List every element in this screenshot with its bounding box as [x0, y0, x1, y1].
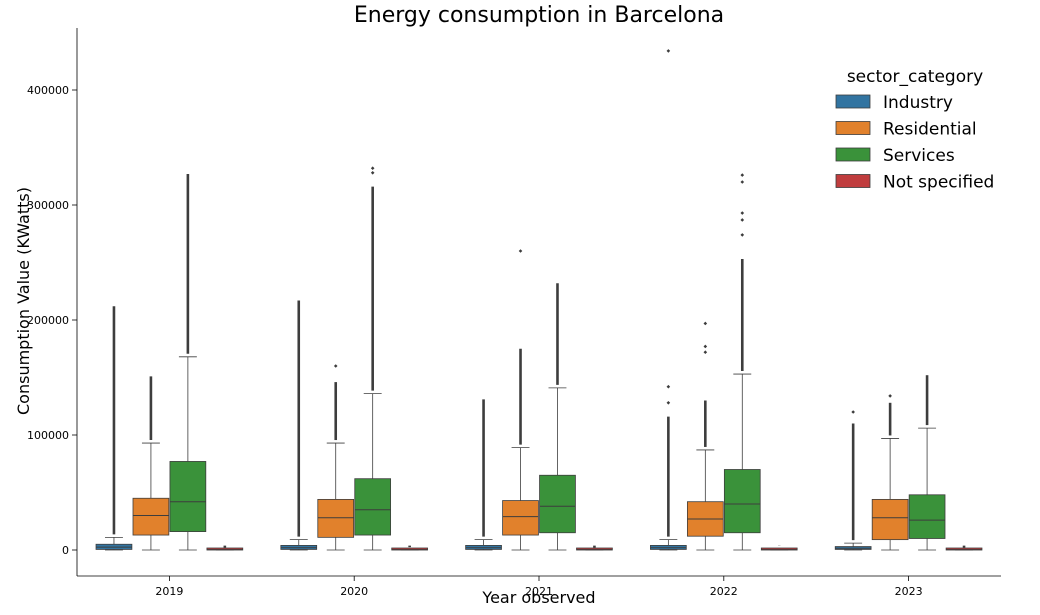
legend-items: Industry Residential Services Not specified [835, 93, 994, 193]
y-tick-label: 400000 [27, 84, 69, 97]
legend-label: Not specified [883, 173, 994, 193]
box-services-2020 [354, 166, 392, 551]
outlier-point [666, 401, 671, 405]
outlier-point [740, 173, 745, 177]
y-axis-label: Consumption Value (KWatts) [14, 187, 33, 415]
box-not-specified-2023 [945, 545, 983, 551]
legend-swatch [835, 121, 871, 135]
y-tick-label: 300000 [27, 199, 69, 212]
box-services-2022 [723, 173, 761, 551]
x-tick-label: 2023 [895, 585, 923, 598]
legend-label: Residential [883, 120, 977, 140]
outlier-point [888, 394, 892, 398]
box-industry-2023 [834, 410, 872, 551]
iqr-box [723, 469, 761, 534]
iqr-box [908, 494, 946, 539]
legend-swatch [835, 174, 871, 188]
box-residential-2021 [502, 249, 539, 551]
x-tick-label: 2020 [340, 585, 368, 598]
chart-title: Energy consumption in Barcelona [354, 3, 724, 28]
iqr-box [354, 478, 392, 536]
outlier-point [740, 211, 745, 215]
legend-label: Services [883, 146, 955, 166]
box-not-specified-2020 [391, 545, 428, 551]
outlier-point [333, 364, 338, 368]
box-residential-2022 [686, 321, 724, 551]
box-services-2019 [169, 173, 207, 551]
boxes-layer [95, 49, 983, 551]
outlier-point [703, 321, 708, 326]
legend-swatch [835, 94, 871, 109]
x-axis-label: Year observed [481, 588, 595, 607]
legend-swatch [835, 147, 871, 162]
y-tick-label: 0 [62, 544, 69, 557]
box-services-2021 [539, 283, 576, 551]
outlier-point [851, 410, 855, 414]
box-residential-2019 [132, 376, 170, 551]
box-residential-2023 [871, 394, 909, 551]
box-industry-2022 [650, 49, 687, 551]
box-not-specified-2021 [576, 545, 613, 551]
outlier-point [518, 249, 523, 253]
box-industry-2021 [465, 399, 502, 551]
box-industry-2019 [95, 306, 133, 551]
x-tick-label: 2021 [525, 585, 553, 598]
box-services-2023 [908, 375, 946, 551]
box-not-specified-2022 [760, 545, 798, 551]
x-tick-label: 2019 [155, 585, 183, 598]
y-ticks: 0 100000 200000 300000 400000 [27, 84, 77, 557]
iqr-box [317, 498, 355, 538]
outlier-point [370, 171, 375, 175]
y-tick-label: 100000 [27, 429, 69, 442]
box-not-specified-2019 [206, 545, 244, 551]
outlier-point [703, 344, 708, 349]
iqr-box [539, 474, 576, 534]
iqr-box [169, 461, 207, 533]
legend-label: Industry [883, 93, 953, 113]
iqr-box [502, 500, 539, 536]
outlier-point [666, 49, 671, 53]
outlier-point [740, 180, 745, 184]
outlier-point [740, 233, 745, 237]
outlier-point [666, 384, 671, 389]
x-tick-label: 2022 [710, 585, 738, 598]
box-industry-2020 [280, 300, 318, 551]
box-residential-2020 [317, 364, 355, 551]
y-tick-label: 200000 [27, 314, 69, 327]
outlier-point [740, 218, 745, 222]
iqr-box [871, 498, 909, 541]
legend: sector_category Industry Residential Servi… [835, 67, 994, 193]
x-ticks: 2019 2020 2021 2022 2023 [155, 576, 923, 598]
iqr-box [132, 497, 170, 536]
legend-title: sector_category [847, 67, 983, 87]
outlier-point [703, 350, 708, 354]
outlier-point [370, 166, 375, 170]
